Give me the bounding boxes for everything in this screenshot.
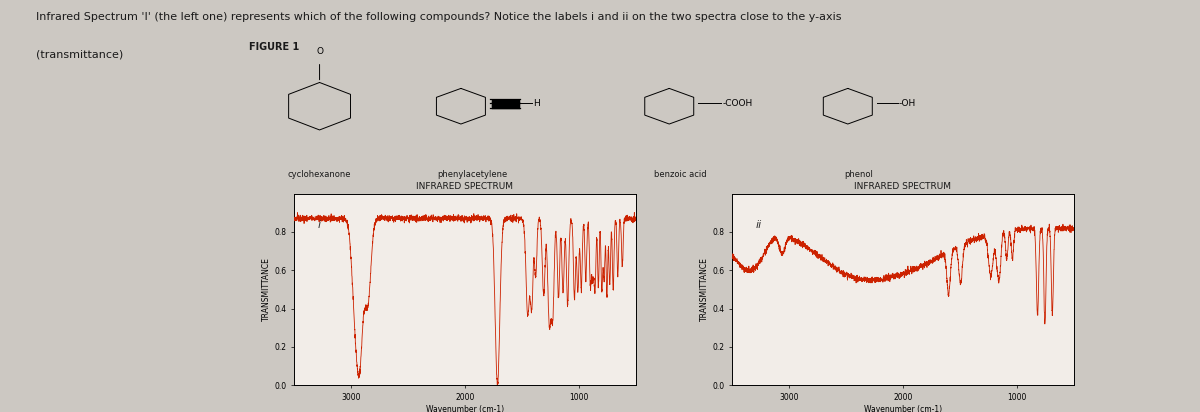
X-axis label: Wavenumber (cm-1): Wavenumber (cm-1): [864, 405, 942, 412]
Y-axis label: TRANSMITTANCE: TRANSMITTANCE: [263, 258, 271, 321]
Text: (transmittance): (transmittance): [36, 49, 124, 59]
Text: FIGURE 1: FIGURE 1: [248, 42, 299, 52]
Title: INFRARED SPECTRUM: INFRARED SPECTRUM: [416, 183, 514, 192]
Text: Infrared Spectrum 'I' (the left one) represents which of the following compounds: Infrared Spectrum 'I' (the left one) rep…: [36, 12, 841, 22]
Text: phenol: phenol: [845, 170, 874, 179]
Y-axis label: TRANSMITTANCE: TRANSMITTANCE: [701, 258, 709, 321]
Text: -COOH: -COOH: [722, 99, 752, 108]
Text: benzoic acid: benzoic acid: [654, 170, 707, 179]
Text: phenylacetylene: phenylacetylene: [437, 170, 508, 179]
Text: H: H: [533, 99, 540, 108]
Text: ii: ii: [756, 220, 762, 230]
Text: O: O: [316, 47, 323, 56]
Text: cyclohexanone: cyclohexanone: [288, 170, 352, 179]
Text: i: i: [318, 220, 322, 230]
X-axis label: Wavenumber (cm-1): Wavenumber (cm-1): [426, 405, 504, 412]
Title: INFRARED SPECTRUM: INFRARED SPECTRUM: [854, 183, 952, 192]
Text: -OH: -OH: [899, 99, 916, 108]
